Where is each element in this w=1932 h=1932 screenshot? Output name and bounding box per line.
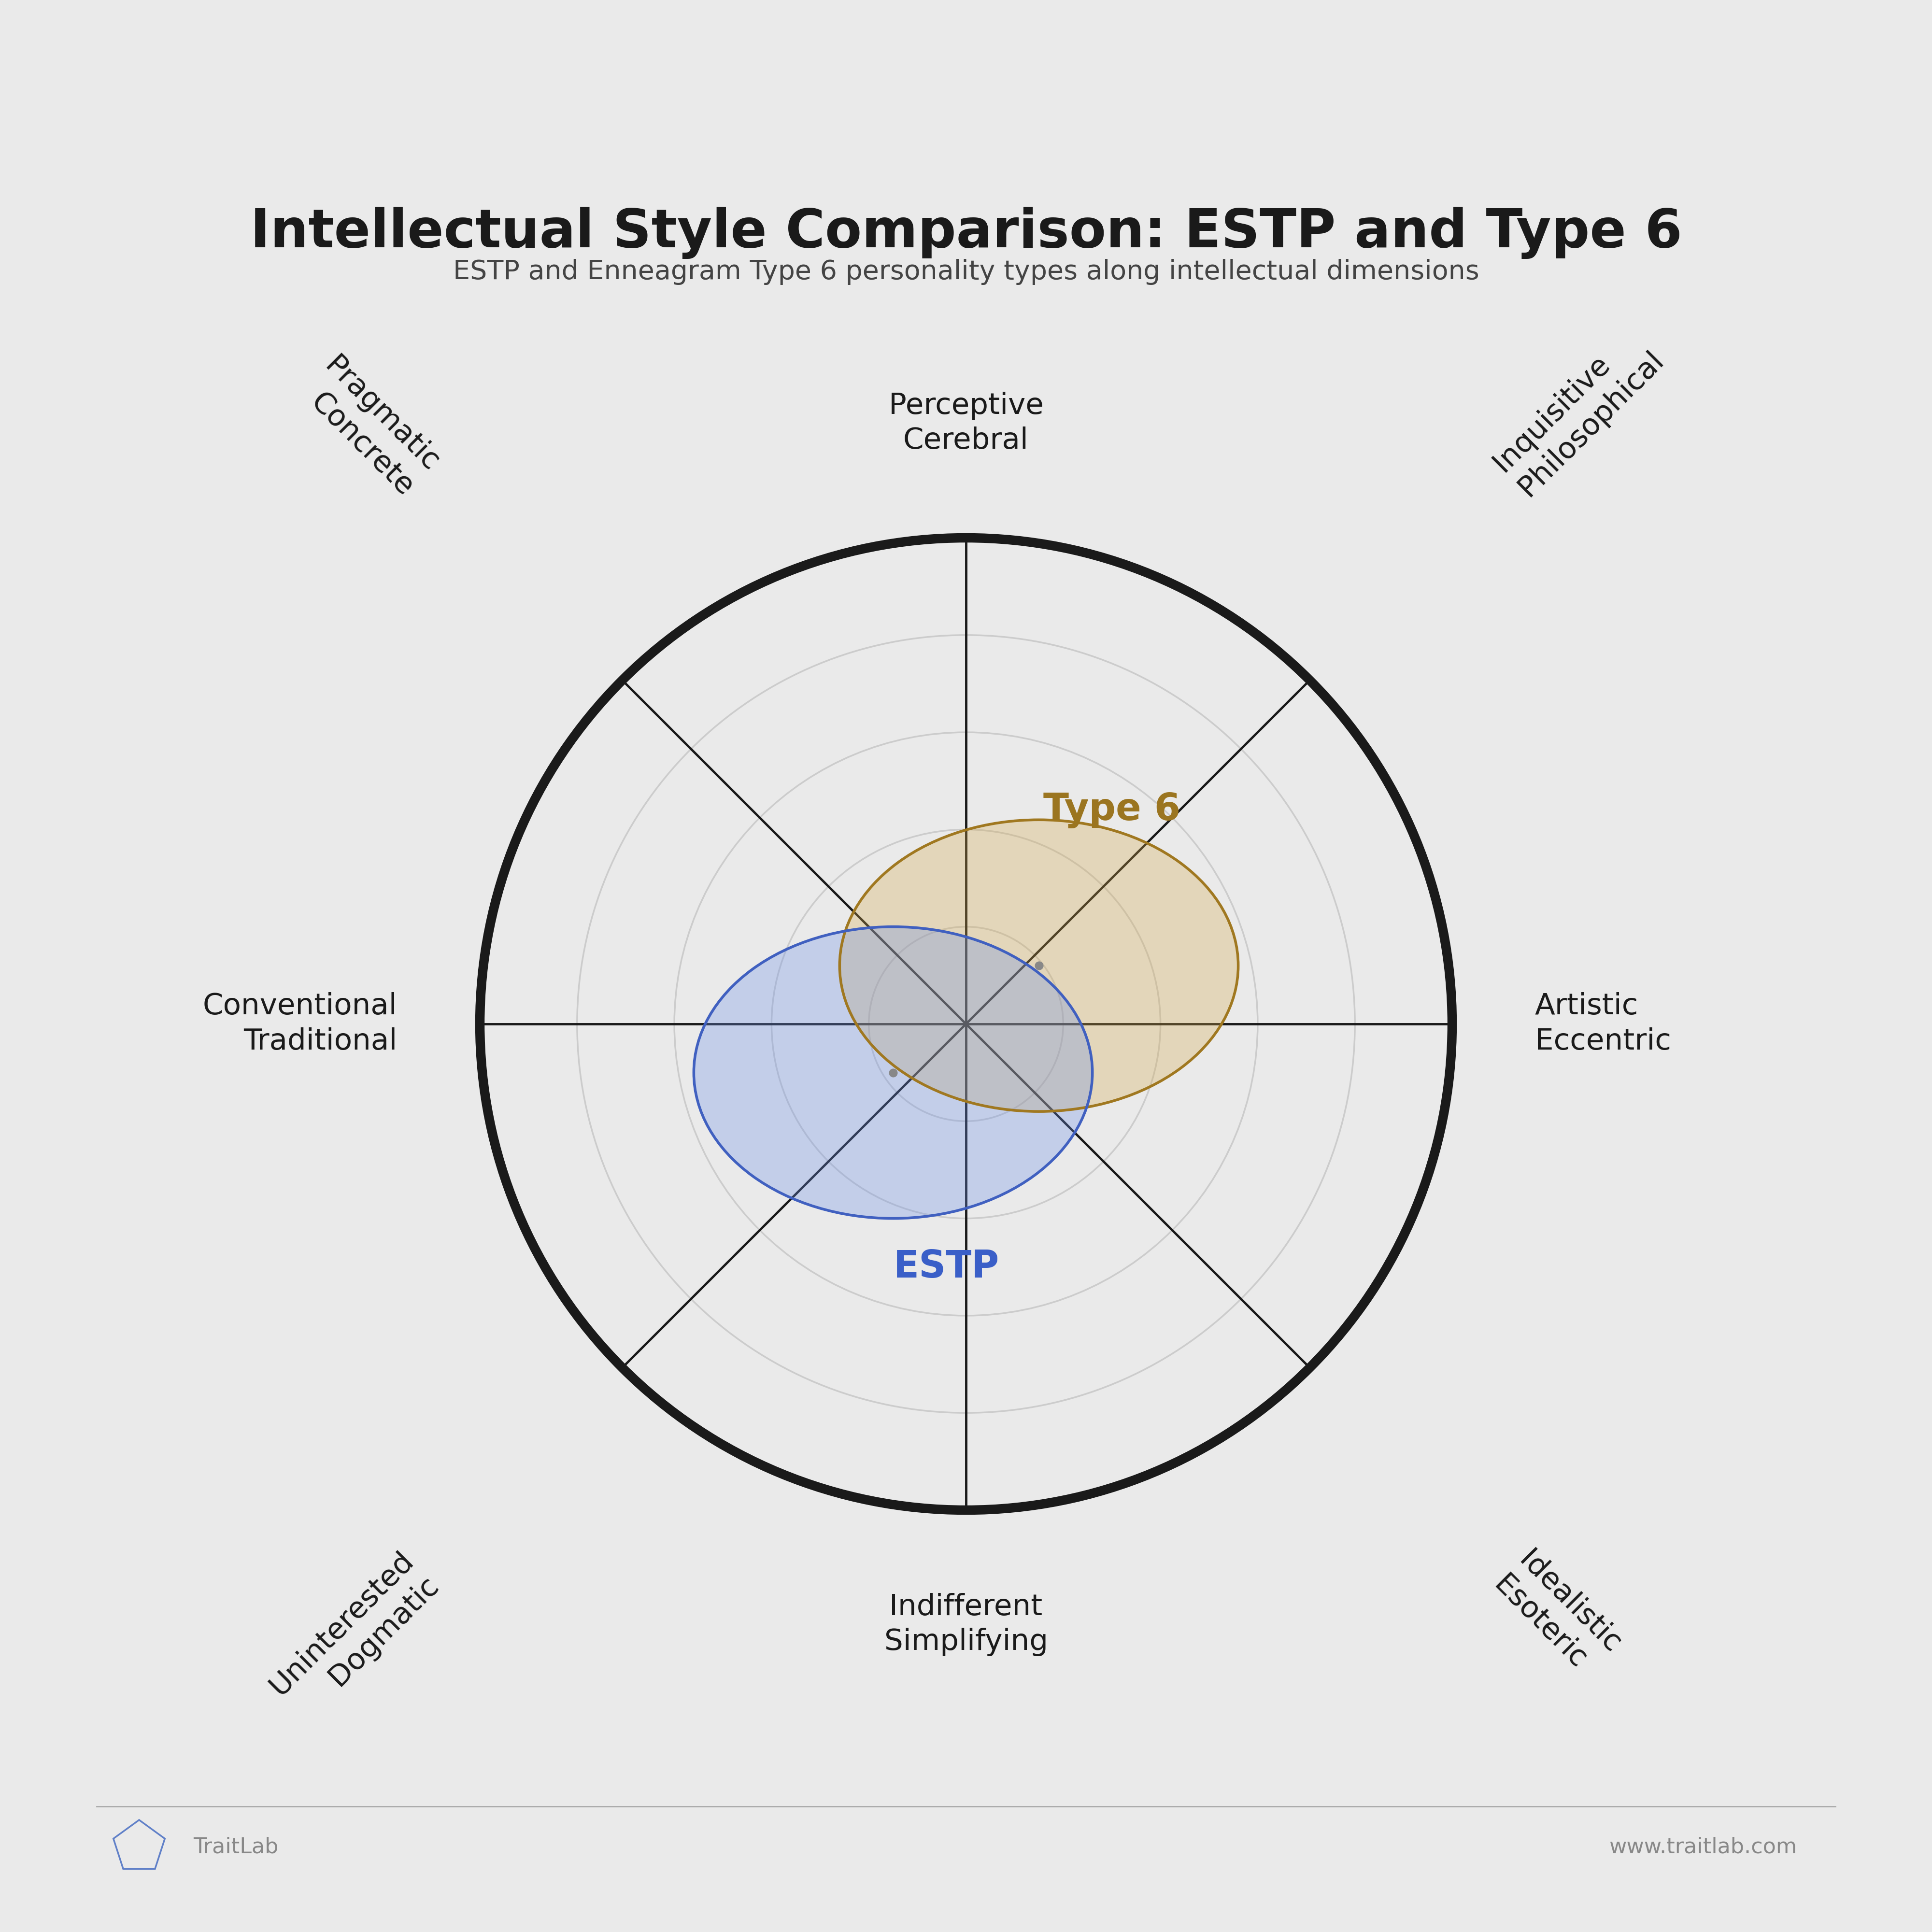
Text: Uninterested
Dogmatic: Uninterested Dogmatic	[265, 1546, 444, 1725]
Text: Pragmatic
Concrete: Pragmatic Concrete	[294, 352, 444, 502]
Text: Inquisitive
Philosophical: Inquisitive Philosophical	[1488, 321, 1669, 502]
Text: Indifferent
Simplifying: Indifferent Simplifying	[885, 1592, 1047, 1656]
Text: Intellectual Style Comparison: ESTP and Type 6: Intellectual Style Comparison: ESTP and …	[249, 207, 1683, 259]
Text: Conventional
Traditional: Conventional Traditional	[203, 993, 398, 1055]
Text: TraitLab: TraitLab	[193, 1837, 278, 1857]
Ellipse shape	[840, 819, 1238, 1111]
Text: Type 6: Type 6	[1043, 792, 1180, 829]
Text: ESTP and Enneagram Type 6 personality types along intellectual dimensions: ESTP and Enneagram Type 6 personality ty…	[452, 259, 1480, 284]
Ellipse shape	[694, 927, 1092, 1219]
Text: Artistic
Eccentric: Artistic Eccentric	[1534, 993, 1671, 1055]
Text: ESTP: ESTP	[895, 1248, 999, 1285]
Text: Idealistic
Esoteric: Idealistic Esoteric	[1488, 1546, 1627, 1685]
Text: Perceptive
Cerebral: Perceptive Cerebral	[889, 392, 1043, 456]
Text: www.traitlab.com: www.traitlab.com	[1609, 1837, 1797, 1857]
